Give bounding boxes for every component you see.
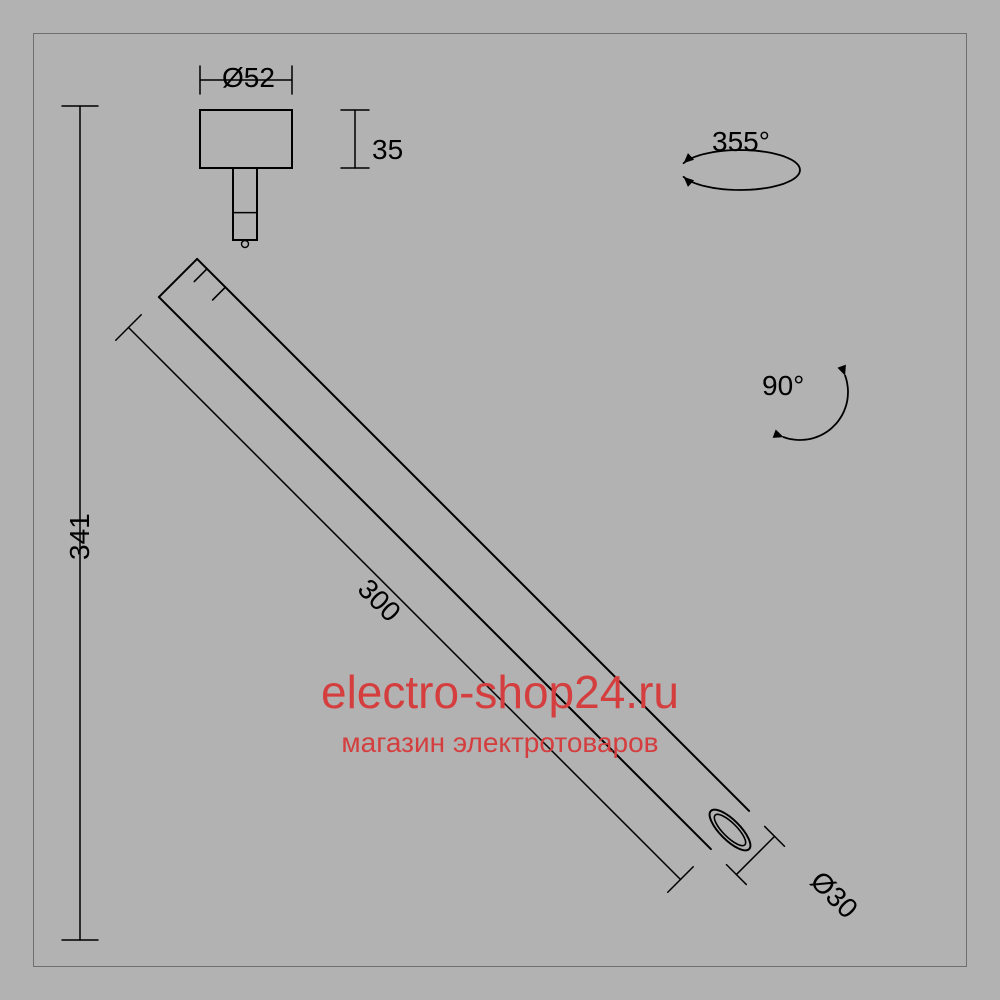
svg-text:300: 300 [352, 573, 407, 628]
dim-tilt-angle: 90° [762, 372, 804, 400]
svg-text:Ø30: Ø30 [805, 865, 864, 924]
technical-drawing: 300 Ø30 [0, 0, 1000, 1000]
dim-rotation-angle: 355° [712, 128, 770, 156]
dim-mount-height: 35 [372, 136, 403, 164]
dim-overall-height: 341 [66, 513, 94, 560]
dim-mount-diameter: Ø52 [222, 64, 275, 92]
diagram-canvas: 300Ø30 Ø52 35 341 355° 90° electro-shop2… [0, 0, 1000, 1000]
